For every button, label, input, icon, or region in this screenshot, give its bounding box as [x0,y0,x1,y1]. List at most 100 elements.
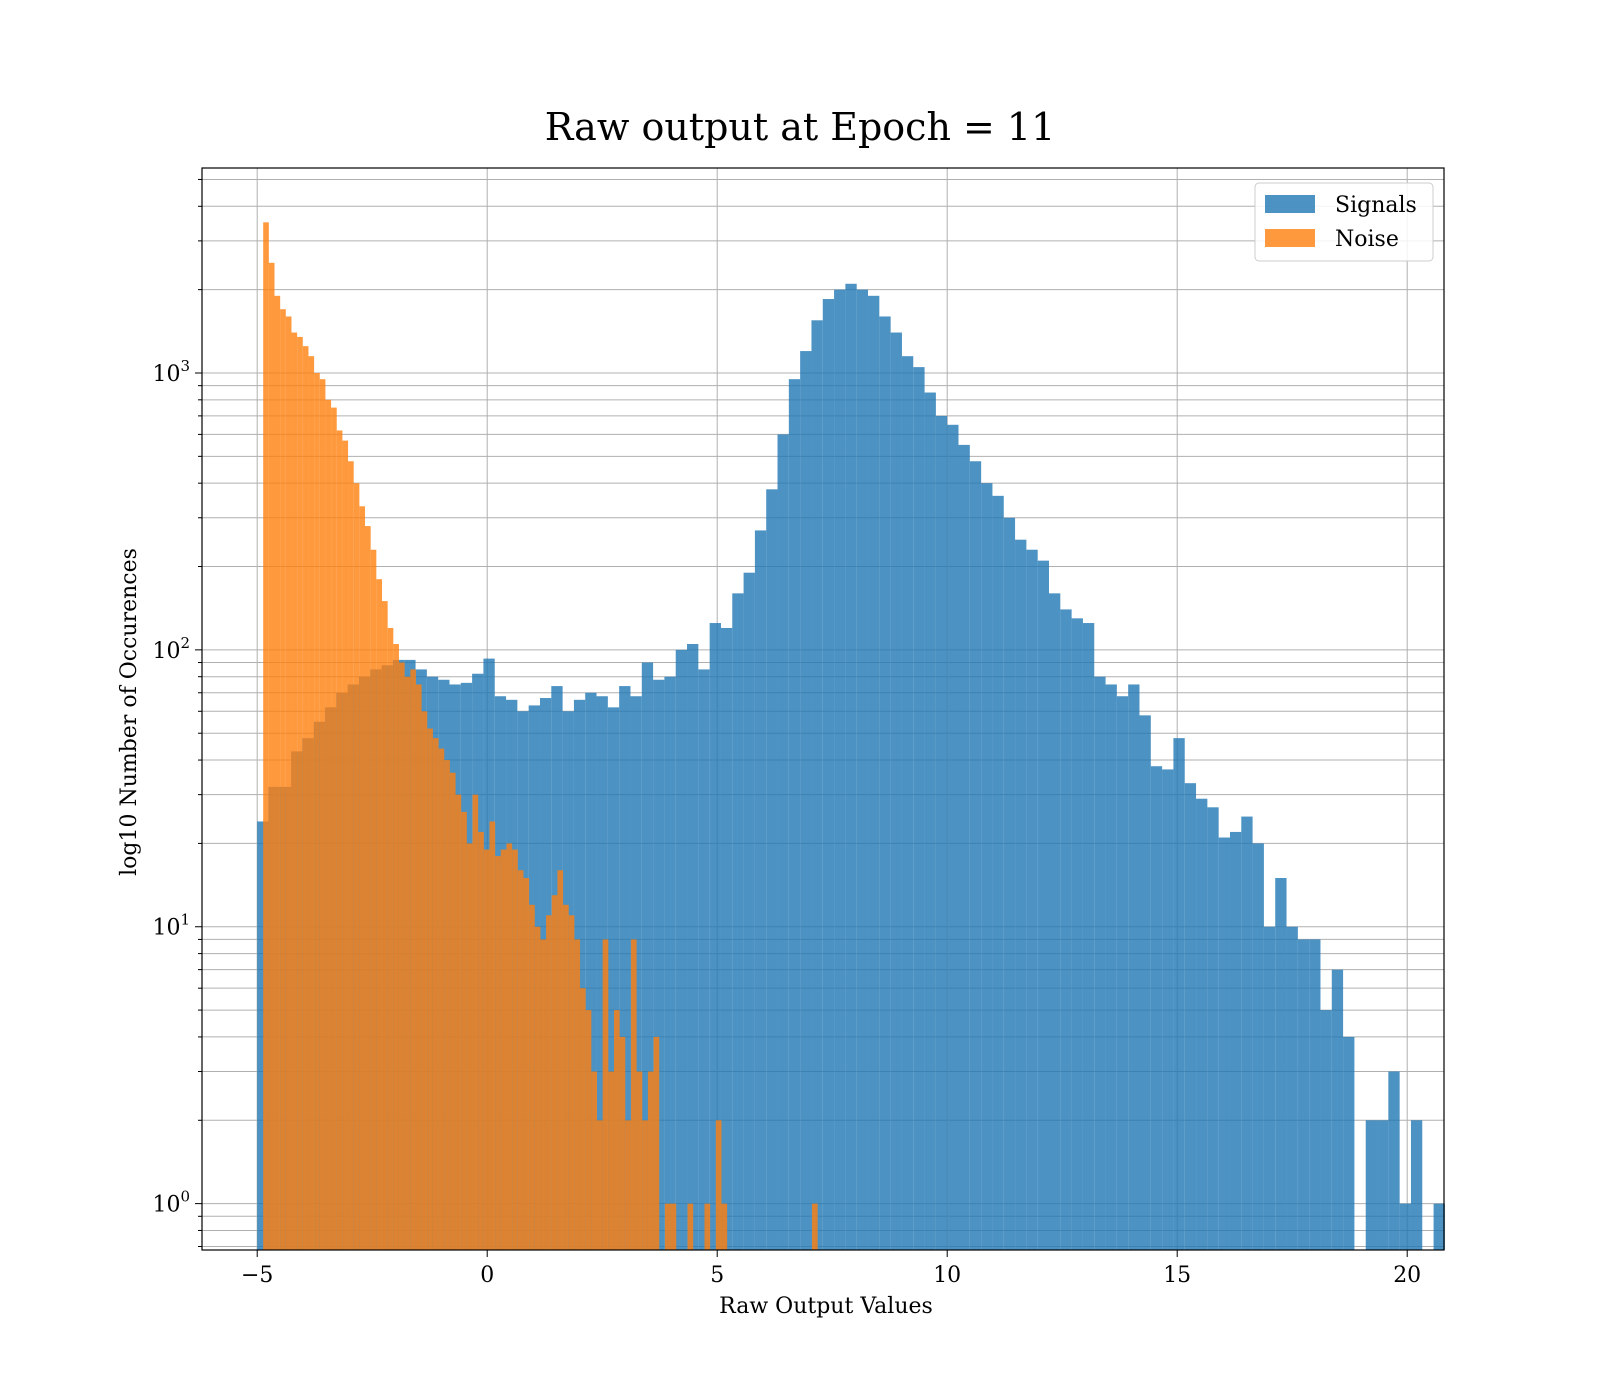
histogram-bar [664,676,676,1250]
histogram-bar [483,849,490,1250]
histogram-bar [647,1071,654,1250]
histogram-bar [415,684,422,1250]
histogram-bar [308,356,315,1250]
histogram-bar [387,627,394,1250]
histogram-bar [1139,715,1151,1250]
histogram-bar [551,895,558,1250]
histogram-bar [619,686,631,1250]
histogram-bar [302,346,309,1250]
histogram-bar [382,601,388,1250]
histogram-bar [274,295,281,1250]
histogram-bar [1241,816,1253,1250]
histogram-bar [500,849,507,1250]
histogram-bar [1331,969,1344,1250]
histogram-bar [721,1203,728,1250]
histogram-bar [743,572,755,1250]
x-axis-label: Raw Output Values [719,1294,933,1319]
chart-title: Raw output at Epoch = 11 [545,105,1056,149]
histogram-bar [704,1203,711,1250]
histogram-bar [438,748,445,1250]
histogram-bar [342,440,349,1251]
histogram-bar [1026,549,1038,1250]
histogram-bar [421,711,428,1250]
histogram-bar [981,483,993,1250]
histogram-bar [585,692,597,1250]
histogram-bar [636,1071,643,1250]
histogram-bar [664,1203,671,1250]
histogram-bar [1207,807,1219,1250]
histogram-bar [597,1120,603,1250]
legend[interactable]: Signals Noise [1254,182,1434,262]
series-noise [263,222,818,1251]
histogram-bar [285,316,292,1251]
y-axis-label: log10 Number of Occurences [117,548,142,876]
histogram-bar [359,506,366,1250]
histogram-bar [1049,593,1061,1250]
histogram-bar [630,939,637,1250]
histogram-bar [466,843,473,1250]
histogram-bar [1071,618,1083,1250]
histogram-bar [449,772,456,1250]
histogram-bar [754,530,767,1250]
x-tick-label: 15 [1163,1263,1191,1288]
histogram-bar [641,662,654,1250]
histogram-bar [788,379,801,1250]
histogram-bar [404,676,411,1250]
histogram-bar [574,939,581,1250]
histogram-bar [1218,837,1230,1250]
histogram-bar [642,1120,648,1250]
histogram-bar [856,289,869,1250]
histogram-bar [992,495,1004,1251]
histogram-bar [523,877,530,1250]
histogram-bar [1229,831,1242,1250]
histogram-bar [800,351,812,1250]
histogram-bar [557,870,564,1250]
histogram-bar [675,649,688,1250]
histogram-bar [834,289,846,1250]
histogram-bar [534,926,541,1250]
histogram-bar [512,849,518,1250]
histogram-bar [1399,1203,1411,1250]
histogram-bar [1286,926,1298,1250]
histogram-bar [1128,684,1140,1250]
histogram-bar [353,483,360,1250]
histogram-bar [291,332,298,1250]
histogram-bar [1263,926,1276,1250]
histogram-bar [1196,798,1208,1250]
histogram-bar [432,738,439,1250]
histogram-bar [563,904,569,1250]
legend-label: Signals [1335,193,1417,218]
histogram-bars [257,222,1445,1251]
histogram-bar [1365,1120,1378,1250]
histogram-bar [580,988,586,1250]
histogram-bar [489,821,496,1250]
histogram-bar [1105,684,1117,1250]
histogram-bar [461,811,467,1250]
histogram-bar [517,870,524,1250]
histogram-bar [1410,1120,1423,1250]
histogram-bar [365,526,371,1250]
legend-label: Noise [1335,227,1399,252]
x-tick-label: −5 [241,1263,273,1288]
histogram-bar [478,831,484,1250]
histogram-bar [336,430,343,1251]
histogram-bar [540,939,547,1250]
histogram-bar [1082,623,1095,1250]
histogram-bar [398,662,405,1250]
histogram-bar [1037,560,1049,1250]
plot-frame [201,167,1445,1251]
histogram-bar [591,1071,597,1250]
histogram-bar [935,415,948,1250]
histogram-bar [947,424,959,1250]
histogram-bar [1094,676,1106,1250]
histogram-bar [1433,1203,1445,1250]
histogram-bar [319,379,326,1250]
histogram-bar [427,728,433,1250]
histogram-bar [687,644,699,1250]
histogram-bar [1252,843,1264,1250]
histogram-bar [845,283,857,1250]
histogram-bar [720,627,733,1250]
histogram-bar [263,222,269,1251]
histogram-bar [444,760,450,1250]
histogram-bar [715,1120,722,1250]
